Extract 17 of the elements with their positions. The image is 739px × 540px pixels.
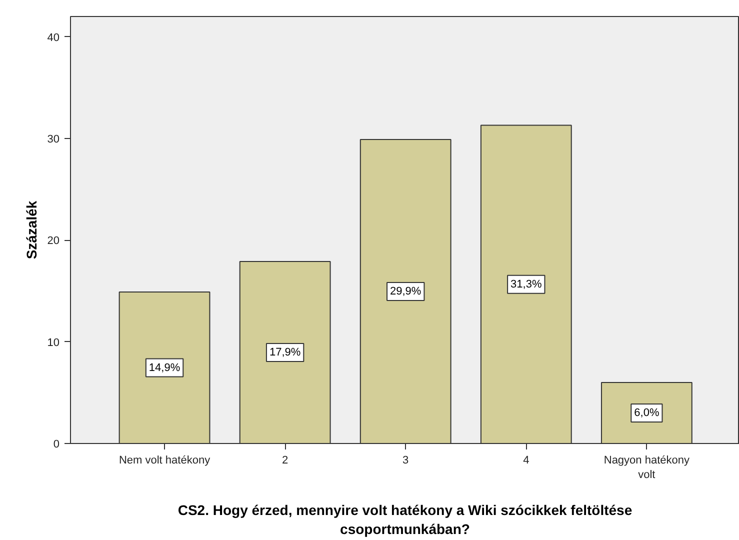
data-label: 14,9% (148, 362, 180, 374)
data-label: 31,3% (510, 278, 542, 290)
y-tick-label: 40 (47, 32, 60, 44)
y-tick-label: 30 (47, 134, 60, 146)
x-tick-label: 3 (402, 454, 409, 466)
y-tick-label: 0 (53, 438, 60, 450)
y-tick-label: 20 (47, 235, 60, 248)
x-tick-label: Nem volt hatékony (118, 454, 211, 466)
x-tick-label: 4 (523, 454, 530, 466)
data-label: 29,9% (390, 286, 422, 298)
data-label: 17,9% (269, 346, 301, 359)
x-axis-title: CS2. Hogy érzed, mennyire volt hatékony a Wiki szócikkek feltöltése csoportmunkában? (178, 502, 632, 538)
x-tick-label: Nagyon hatékony volt (604, 454, 690, 481)
y-tick-label: 10 (47, 336, 60, 349)
y-axis-title: Százalék (23, 200, 40, 260)
x-tick-label: 2 (282, 454, 288, 466)
data-label: 6,0% (634, 407, 660, 419)
